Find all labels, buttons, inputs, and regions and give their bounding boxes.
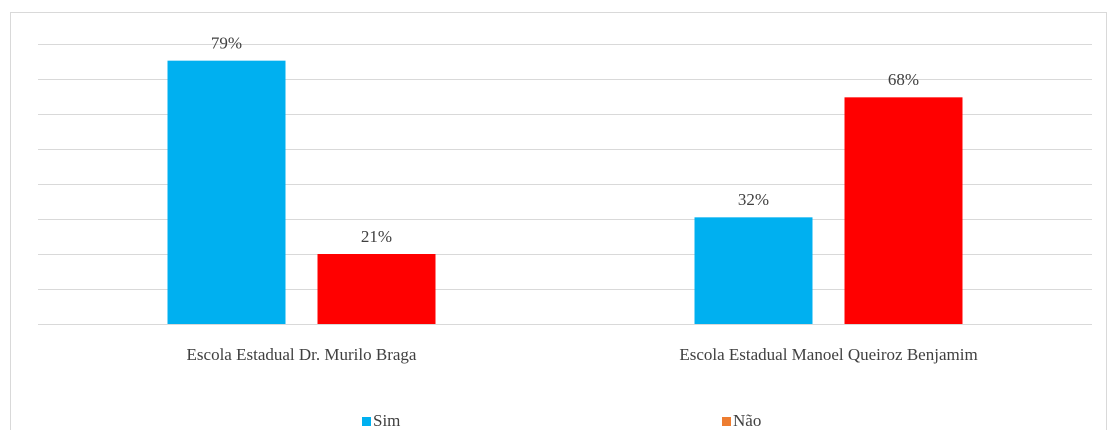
bar xyxy=(844,97,963,324)
data-label: 68% xyxy=(888,70,919,89)
data-label: 21% xyxy=(361,227,392,246)
bar xyxy=(167,60,286,325)
legend-label: Sim xyxy=(373,411,400,430)
x-tick-label: Escola Estadual Dr. Murilo Braga xyxy=(187,345,417,364)
x-tick-label: Escola Estadual Manoel Queiroz Benjamim xyxy=(679,345,977,364)
bar xyxy=(694,217,813,324)
data-label: 79% xyxy=(211,34,242,53)
data-label: 32% xyxy=(738,190,769,209)
bar xyxy=(317,254,436,324)
legend-marker xyxy=(362,417,371,426)
legend-marker xyxy=(722,417,731,426)
legend-label: Não xyxy=(733,411,761,430)
